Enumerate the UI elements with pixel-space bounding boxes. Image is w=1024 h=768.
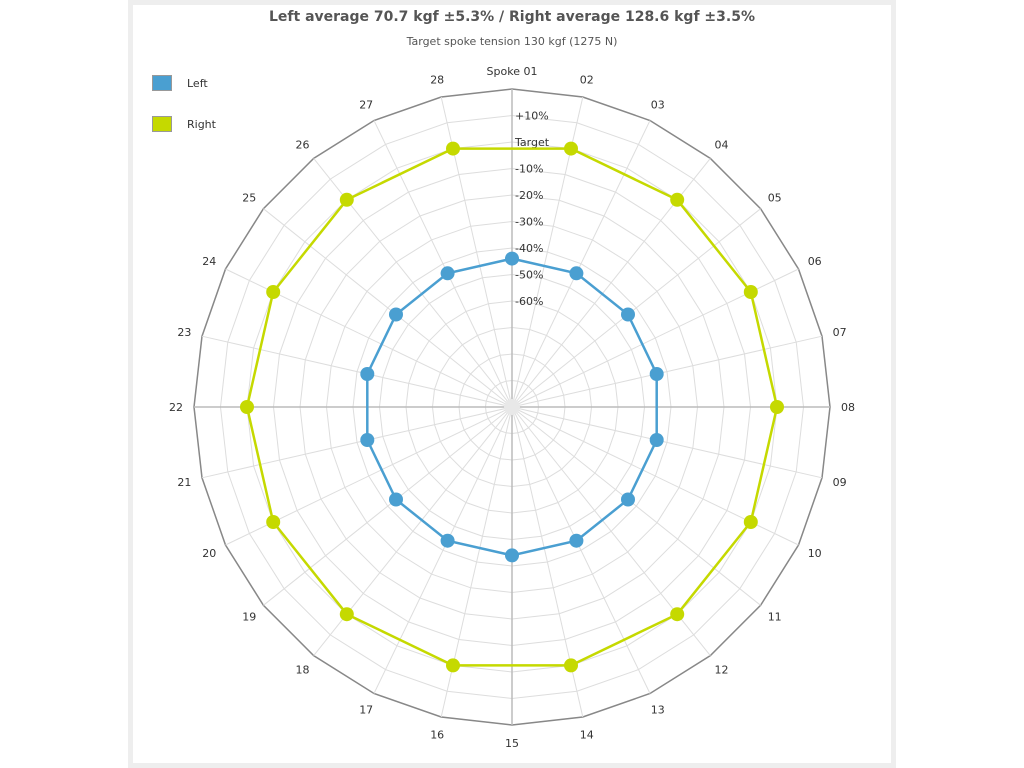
spoke-label: 10 bbox=[808, 547, 822, 560]
spoke-label: 05 bbox=[768, 192, 782, 205]
spoke-label: 15 bbox=[505, 737, 519, 750]
spoke-line bbox=[201, 406, 513, 479]
spoke-line bbox=[511, 406, 761, 606]
data-point-left bbox=[389, 307, 403, 322]
spoke-line bbox=[511, 406, 651, 694]
chart-title: Left average 70.7 kgf ±5.3% / Right aver… bbox=[269, 9, 755, 25]
data-point-left bbox=[569, 533, 584, 548]
data-point-left bbox=[505, 251, 519, 266]
data-point-right bbox=[240, 400, 254, 414]
spoke-line bbox=[373, 120, 513, 408]
spoke-label: 02 bbox=[580, 73, 594, 86]
spoke-line bbox=[511, 406, 823, 479]
spoke-label: 12 bbox=[715, 664, 729, 677]
spoke-label: Spoke 01 bbox=[487, 65, 538, 78]
spoke-line bbox=[201, 335, 513, 408]
data-point-left bbox=[621, 492, 635, 507]
spoke-label: 06 bbox=[808, 255, 822, 268]
radial-label: -60% bbox=[515, 295, 543, 308]
spoke-label: 14 bbox=[580, 729, 594, 742]
radial-label: +10% bbox=[515, 110, 549, 123]
spoke-label: 09 bbox=[833, 476, 847, 489]
data-point-right bbox=[266, 515, 281, 529]
spoke-label: 11 bbox=[768, 611, 782, 624]
spoke-line bbox=[511, 335, 823, 408]
spoke-label: 19 bbox=[242, 611, 256, 624]
data-point-right bbox=[266, 285, 281, 299]
data-point-right bbox=[339, 607, 354, 622]
spoke-label: 03 bbox=[651, 98, 665, 111]
spoke-label: 24 bbox=[202, 255, 216, 268]
spoke-label: 04 bbox=[715, 138, 729, 151]
spoke-label: 21 bbox=[177, 476, 191, 489]
data-point-right bbox=[339, 192, 354, 207]
spoke-line bbox=[263, 406, 513, 606]
series-right bbox=[240, 141, 784, 673]
spoke-label: 25 bbox=[242, 192, 256, 205]
spoke-line bbox=[373, 406, 513, 694]
data-point-left bbox=[440, 266, 455, 281]
data-point-left bbox=[389, 492, 403, 507]
data-point-right bbox=[743, 285, 758, 299]
spoke-label: 18 bbox=[296, 664, 310, 677]
spoke-label: 13 bbox=[651, 704, 665, 717]
data-point-left bbox=[360, 367, 375, 381]
data-point-left bbox=[569, 266, 584, 281]
spoke-label: 28 bbox=[430, 73, 444, 86]
data-point-right bbox=[564, 658, 578, 673]
data-point-left bbox=[505, 548, 519, 563]
legend-label-right: Right bbox=[187, 118, 216, 131]
radial-label: -50% bbox=[515, 269, 543, 282]
spoke-line bbox=[263, 208, 513, 408]
spoke-label: 17 bbox=[359, 704, 373, 717]
spoke-label: 08 bbox=[841, 401, 855, 414]
data-point-right bbox=[743, 515, 758, 529]
spoke-line bbox=[511, 120, 651, 408]
legend-label-left: Left bbox=[187, 77, 208, 90]
spoke-label: 20 bbox=[202, 547, 216, 560]
spoke-label: 22 bbox=[169, 401, 183, 414]
chart-subtitle: Target spoke tension 130 kgf (1275 N) bbox=[406, 35, 618, 48]
data-point-right bbox=[670, 192, 685, 207]
legend-swatch-left bbox=[152, 75, 172, 91]
spoke-label: 07 bbox=[833, 326, 847, 339]
center-hub bbox=[504, 399, 520, 415]
data-point-left bbox=[649, 433, 664, 447]
radial-label: -30% bbox=[515, 216, 543, 229]
spoke-label: 23 bbox=[177, 326, 191, 339]
legend-swatch-right bbox=[152, 116, 172, 132]
data-point-right bbox=[564, 141, 578, 156]
radial-label: -20% bbox=[515, 189, 543, 202]
grid bbox=[193, 88, 831, 726]
radial-label: -40% bbox=[515, 242, 543, 255]
data-point-right bbox=[770, 400, 784, 414]
data-point-right bbox=[670, 607, 685, 622]
spoke-line bbox=[511, 208, 761, 408]
data-point-right bbox=[446, 658, 460, 673]
spoke-label: 16 bbox=[430, 729, 444, 742]
radial-label: -10% bbox=[515, 163, 543, 176]
data-point-left bbox=[360, 433, 375, 447]
data-point-left bbox=[649, 367, 664, 381]
data-point-right bbox=[446, 141, 460, 156]
radial-label: Target bbox=[514, 136, 550, 149]
data-point-left bbox=[440, 533, 455, 548]
series-left bbox=[360, 251, 664, 563]
spoke-label: 27 bbox=[359, 98, 373, 111]
spoke-label: 26 bbox=[296, 138, 310, 151]
data-point-left bbox=[621, 307, 635, 322]
